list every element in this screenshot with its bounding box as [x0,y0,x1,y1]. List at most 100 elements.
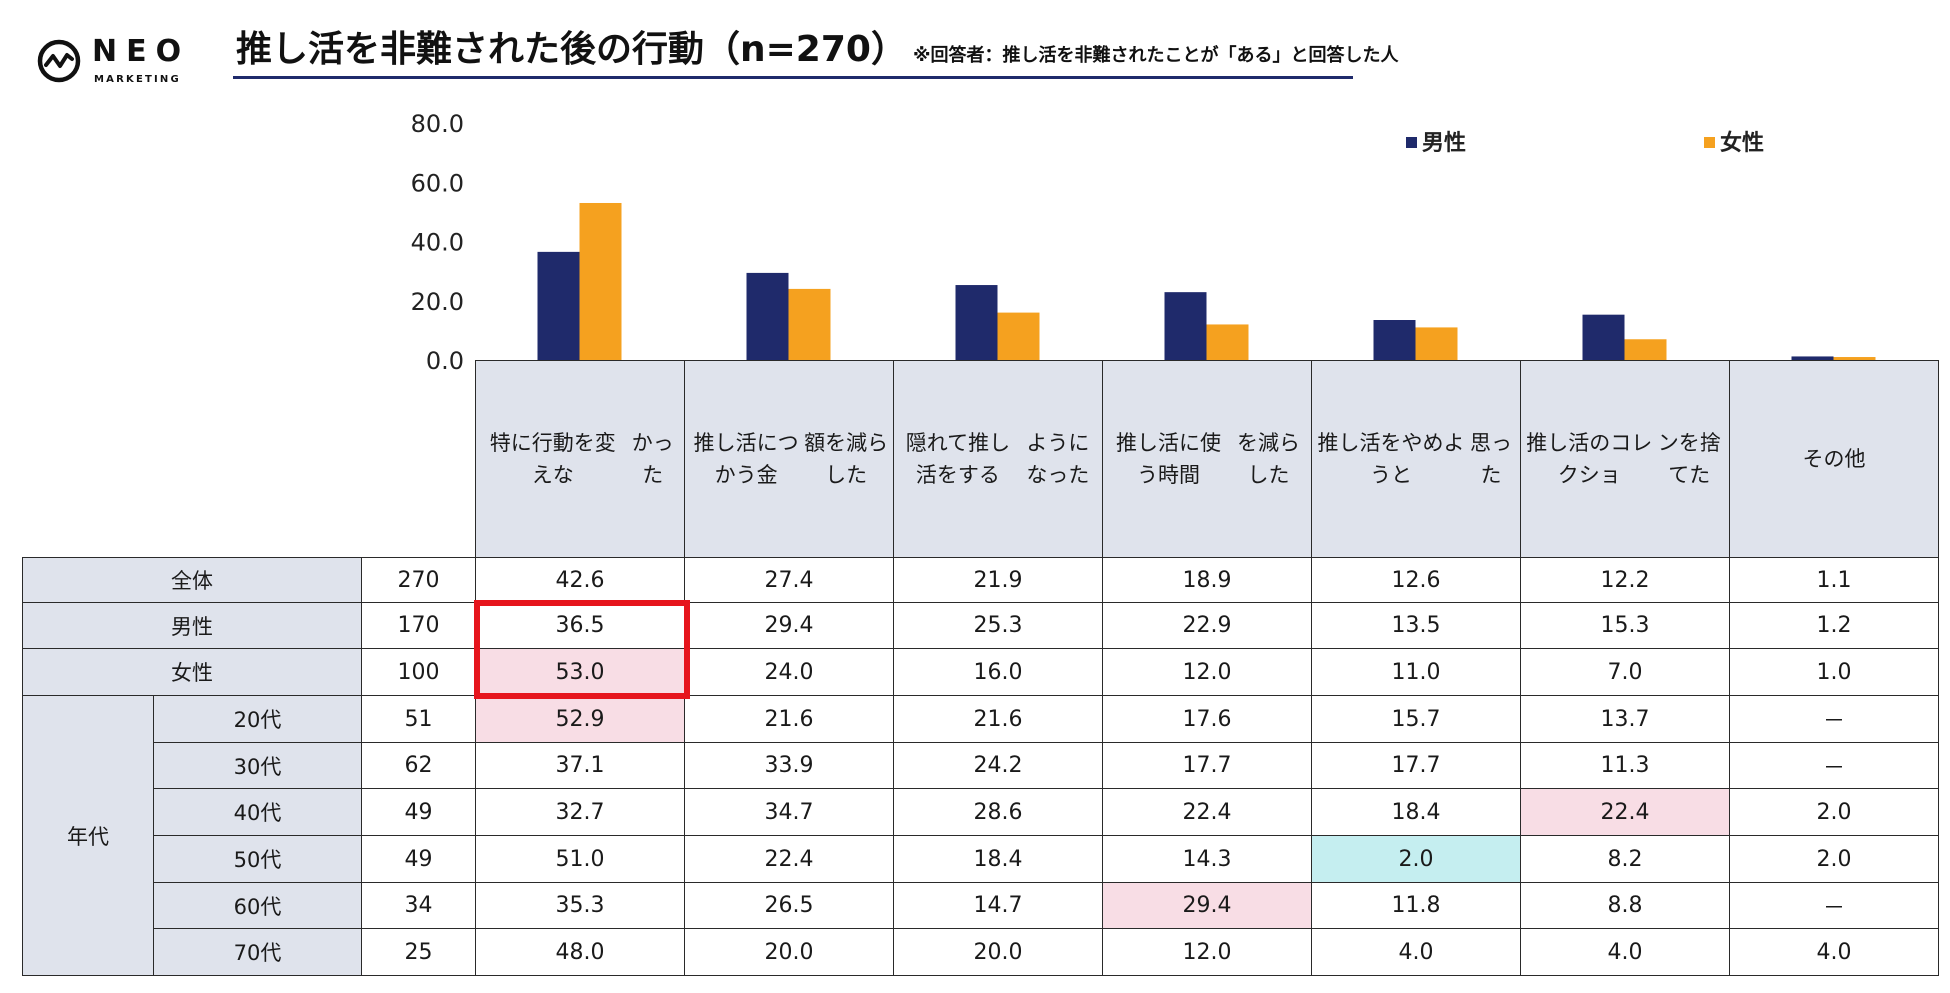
table-cell: 28.6 [893,788,1103,836]
row-label: 20代 [153,695,362,743]
bar-male-0 [537,251,580,360]
table-cell: 17.7 [1311,742,1521,789]
table-cell: 22.4 [684,835,894,883]
row-label: 40代 [153,788,362,836]
header-text: 隠れて推し活をする [905,431,1011,487]
header-text: 推し活をやめようと [1317,431,1465,487]
row-count: 34 [361,882,476,929]
table-cell: 4.0 [1729,928,1939,976]
row-label: 70代 [153,928,362,976]
table-cell: 25.3 [893,602,1103,649]
y-tick-label: 0.0 [426,347,464,375]
table-cell: 16.0 [893,648,1103,696]
bar-female-1 [788,288,831,360]
table-cell: 22.4 [1520,788,1730,836]
table-cell: 21.6 [684,695,894,743]
table-cell: 8.2 [1520,835,1730,883]
bar-male-6 [1791,356,1834,360]
table-cell: 1.0 [1729,648,1939,696]
header-text: を減らした [1237,431,1301,487]
table-header: 推し活のコレクショ ンを捨てた [1520,360,1730,558]
table-cell: 27.4 [684,557,894,603]
legend-swatch-0 [1406,137,1417,148]
table-cell: 1.1 [1729,557,1939,603]
bar-male-5 [1582,314,1625,360]
y-tick-label: 20.0 [411,288,464,316]
table-cell: 14.3 [1102,835,1312,883]
table-header: 隠れて推し活をする ようになった [893,360,1103,558]
table-cell: 15.3 [1520,602,1730,649]
y-tick-label: 40.0 [411,229,464,257]
table-cell: 4.0 [1520,928,1730,976]
table-cell: 11.8 [1311,882,1521,929]
table-cell: 12.0 [1102,928,1312,976]
row-label: 30代 [153,742,362,789]
title-underline [233,76,1353,79]
table-cell: 35.3 [475,882,685,929]
header-text: 思った [1470,431,1512,487]
table-cell: 29.4 [684,602,894,649]
header-text: 特に行動を変えな [489,431,616,487]
page-title: 推し活を非難された後の行動（n=270） ※回答者：推し活を非難されたことが「ある… [236,20,1398,72]
table-cell: 11.0 [1311,648,1521,696]
bar-chart: 80.0 60.0 40.0 20.0 0.0 男性 女性 [411,110,1876,375]
table-cell: 22.9 [1102,602,1312,649]
table-header: 推し活につかう金 額を減らした [684,360,894,558]
legend-label-0: 男性 [1422,131,1466,156]
table-cell: 21.9 [893,557,1103,603]
table-cell: 18.9 [1102,557,1312,603]
header-text: その他 [1802,447,1866,471]
row-label: 全体 [22,557,362,603]
table-cell: － [1729,742,1939,789]
table-cell: 13.7 [1520,695,1730,743]
table-cell: 51.0 [475,835,685,883]
table-cell: 12.2 [1520,557,1730,603]
table-cell: 2.0 [1311,835,1521,883]
neo-marketing-logo: NEO MARKETING [36,34,186,90]
table-cell: 48.0 [475,928,685,976]
row-count: 170 [361,602,476,649]
table-cell: 37.1 [475,742,685,789]
row-count: 62 [361,742,476,789]
bar-male-2 [955,285,998,360]
table-cell: 2.0 [1729,835,1939,883]
row-label: 60代 [153,882,362,929]
table-cell: － [1729,695,1939,743]
row-group-label: 年代 [22,695,154,976]
row-count: 100 [361,648,476,696]
logo-wordmark: NEO [92,34,191,69]
bar-female-0 [579,202,622,360]
table-cell: 36.5 [475,602,685,649]
bar-female-3 [1206,324,1249,360]
table-cell: 22.4 [1102,788,1312,836]
row-label: 男性 [22,602,362,649]
header-text: ようになった [1026,431,1090,487]
table-cell: 42.6 [475,557,685,603]
row-count: 49 [361,835,476,883]
bar-male-1 [746,272,789,360]
row-count: 49 [361,788,476,836]
table-cell: － [1729,882,1939,929]
table-cell: 34.7 [684,788,894,836]
row-count: 51 [361,695,476,743]
header-text: 推し活に使う時間 [1116,431,1222,487]
header-text: ンを捨てた [1657,431,1721,487]
table-cell: 17.7 [1102,742,1312,789]
table-header: 特に行動を変えな かった [475,360,685,558]
table-cell: 18.4 [1311,788,1521,836]
table-cell: 8.8 [1520,882,1730,929]
header-text: かった [631,431,674,487]
table-cell: 20.0 [893,928,1103,976]
table-cell: 1.2 [1729,602,1939,649]
table-cell: 24.0 [684,648,894,696]
bar-female-5 [1624,339,1667,360]
table-cell: 26.5 [684,882,894,929]
header-text: 推し活につかう金 [693,431,799,487]
bar-female-6 [1833,357,1876,360]
table-cell: 2.0 [1729,788,1939,836]
bar-male-3 [1164,292,1207,360]
table-cell: 4.0 [1311,928,1521,976]
y-tick-label: 80.0 [411,110,464,138]
table-cell: 15.7 [1311,695,1521,743]
row-count: 270 [361,557,476,603]
